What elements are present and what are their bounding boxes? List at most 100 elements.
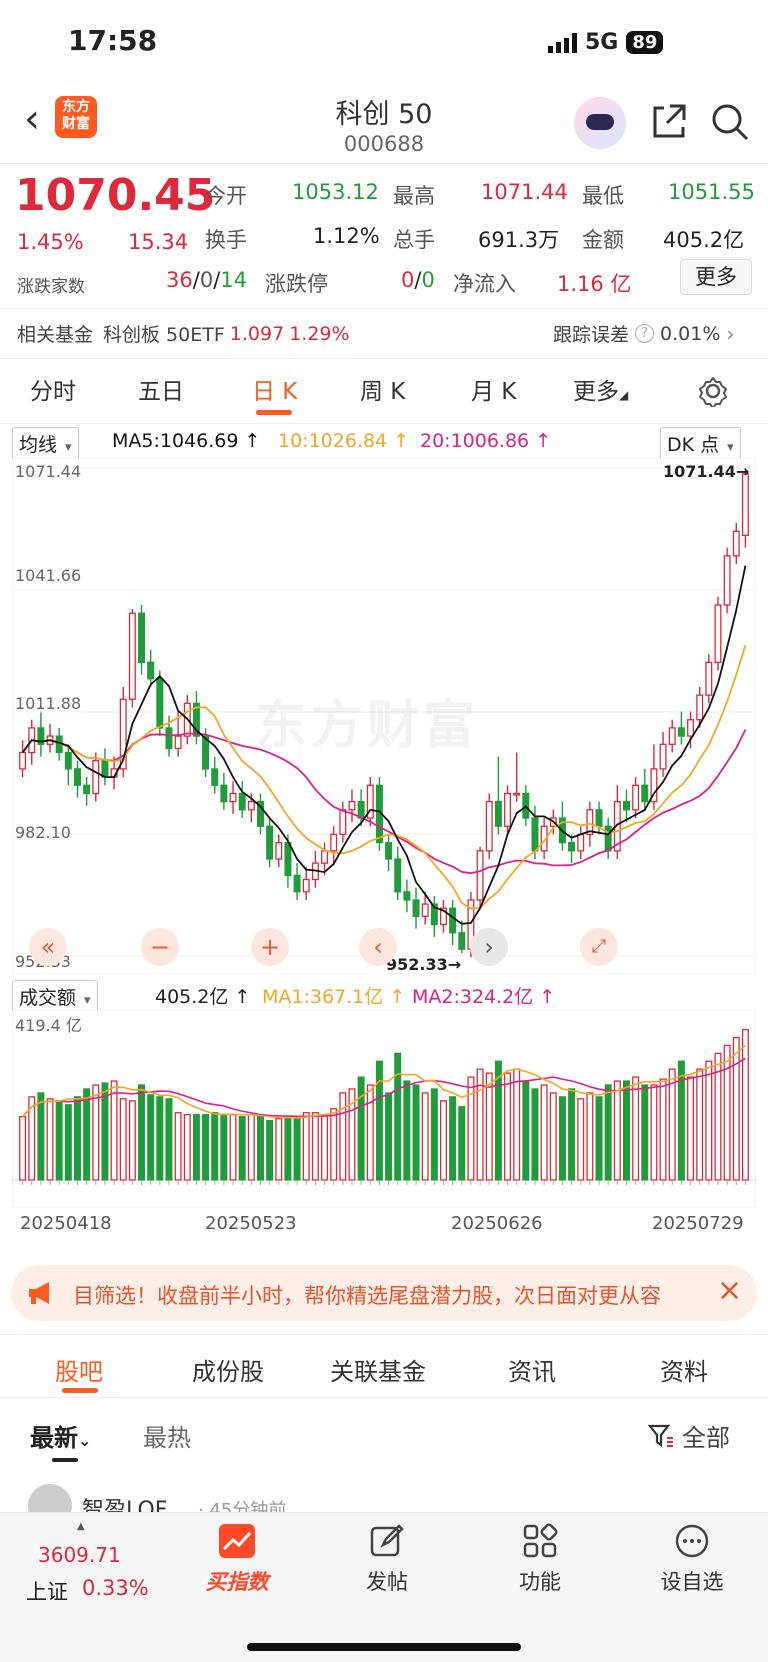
breadth-label: 涨跌家数 [17, 277, 85, 297]
volume-bar [339, 1092, 347, 1181]
share-icon[interactable] [650, 102, 688, 140]
candle-body [174, 735, 182, 750]
candle-body [357, 801, 365, 819]
price-chart[interactable] [12, 458, 756, 974]
more-button[interactable]: 更多 [680, 259, 752, 295]
sort-hot[interactable]: 最热 [143, 1424, 191, 1452]
candle-body [119, 698, 127, 770]
close-icon[interactable]: × [717, 1273, 743, 1308]
search-icon[interactable] [710, 102, 750, 142]
volume-bar [540, 1084, 548, 1181]
volume-selector[interactable]: 成交额 [12, 980, 98, 1013]
network-label: 5G [585, 30, 619, 55]
rewind-button[interactable]: « [29, 928, 67, 966]
assistant-avatar[interactable] [574, 97, 626, 149]
candle-body [494, 801, 502, 827]
candle-body [723, 555, 731, 606]
post-preview[interactable]: 智盈LOF · 45分钟前 [0, 1484, 768, 1514]
inflow-value: 1.16 亿 [557, 272, 632, 296]
filter-icon [648, 1424, 673, 1447]
candle-body [430, 903, 438, 926]
ma-selector[interactable]: 均线 [12, 427, 79, 460]
volume-value: 691.3万 [478, 228, 560, 252]
volume-bar [604, 1084, 612, 1181]
tab-five-day[interactable]: 五日 [138, 379, 184, 405]
tab-weekly-k[interactable]: 周 K [360, 379, 406, 405]
nav-buy-index[interactable]: 买指数 [162, 1523, 312, 1596]
volume-bar [55, 1100, 63, 1181]
candle-body [586, 809, 594, 836]
volume-bar [531, 1088, 539, 1181]
volume-bar [522, 1080, 530, 1181]
chevron-left-icon: ‹ [24, 96, 40, 142]
tab-constituents[interactable]: 成份股 [192, 1358, 264, 1386]
candle-body [595, 809, 603, 827]
back-button[interactable]: ‹ [24, 96, 40, 142]
volume-bar [504, 1072, 512, 1181]
grid-icon [523, 1523, 558, 1558]
zoom-in-button[interactable]: + [251, 928, 289, 966]
open-value: 1053.12 [292, 180, 379, 204]
related-fund-row[interactable]: 相关基金 科创板 50ETF 1.097 1.29% [17, 322, 350, 347]
scroll-left-button[interactable]: ‹ [359, 928, 397, 966]
axis-label-3: 1011.88 [15, 694, 82, 713]
volume-bar [366, 1084, 374, 1181]
tab-monthly-k[interactable]: 月 K [471, 379, 517, 405]
vol-ma2-line [22, 1057, 746, 1118]
sort-latest[interactable]: 最新⌄ [30, 1424, 92, 1452]
volume-bar [64, 1104, 72, 1181]
date-label-1: 20250418 [20, 1213, 112, 1234]
candle-body [266, 825, 274, 860]
volume-chart[interactable] [12, 1010, 756, 1208]
candle-body [714, 604, 722, 664]
turnover-value: 1.12% [313, 224, 380, 248]
volume-bar [650, 1084, 658, 1181]
inflow-label: 净流入 [453, 272, 516, 296]
quote-divider [0, 308, 768, 309]
promo-banner[interactable]: 目筛选！收盘前半小时，帮你精选尾盘潜力股，次日面对更从容 × [11, 1265, 757, 1321]
filter-button[interactable]: 全部 [648, 1418, 730, 1453]
candle-body [613, 801, 621, 852]
tab-news[interactable]: 资讯 [508, 1358, 556, 1386]
nav-watchlist[interactable]: 设自选 [617, 1523, 767, 1596]
gear-icon[interactable] [697, 375, 729, 407]
tab-profile[interactable]: 资料 [660, 1358, 708, 1386]
tab-minute[interactable]: 分时 [30, 379, 76, 405]
volume-bar [156, 1096, 164, 1181]
scroll-right-button[interactable]: › [470, 928, 508, 966]
candle-body [476, 850, 484, 901]
volume-bar [19, 1116, 27, 1181]
fullscreen-button[interactable]: ⤢ [580, 928, 618, 966]
max-price-label: 1071.44→ [663, 462, 750, 481]
volume-bar [412, 1084, 420, 1181]
high-label: 最高 [393, 184, 435, 208]
avatar [28, 1484, 72, 1514]
candle-body [19, 751, 27, 770]
candle-body [165, 727, 173, 750]
breadth-flat: 0 [199, 268, 214, 292]
tab-related-funds[interactable]: 关联基金 [330, 1358, 426, 1386]
volume-bar [165, 1098, 173, 1181]
tab-more[interactable]: 更多◢ [573, 379, 629, 405]
tab-daily-k[interactable]: 日 K [252, 379, 298, 405]
chevron-right-icon: › [726, 321, 735, 346]
tab-forum[interactable]: 股吧 [55, 1358, 103, 1386]
candle-body [202, 735, 210, 770]
candle-body [421, 903, 429, 918]
change-percent: 1.45% [17, 230, 84, 254]
volume-bar [696, 1068, 704, 1181]
tracking-error[interactable]: 跟踪误差 ? 0.01% › [553, 321, 735, 347]
candle-body [687, 719, 695, 737]
zoom-out-button[interactable]: − [141, 928, 179, 966]
dk-selector[interactable]: DK 点 [660, 427, 741, 460]
volume-bar [330, 1108, 338, 1181]
nav-post[interactable]: 发帖 [312, 1523, 462, 1596]
volume-bar [46, 1098, 54, 1181]
breadth-down: 14 [220, 268, 247, 292]
home-indicator [247, 1643, 521, 1651]
candle-body [650, 768, 658, 803]
axis-label-2: 1041.66 [15, 566, 82, 585]
candle-body [73, 768, 81, 786]
tabs-divider-top [0, 358, 768, 359]
nav-functions[interactable]: 功能 [465, 1523, 615, 1596]
